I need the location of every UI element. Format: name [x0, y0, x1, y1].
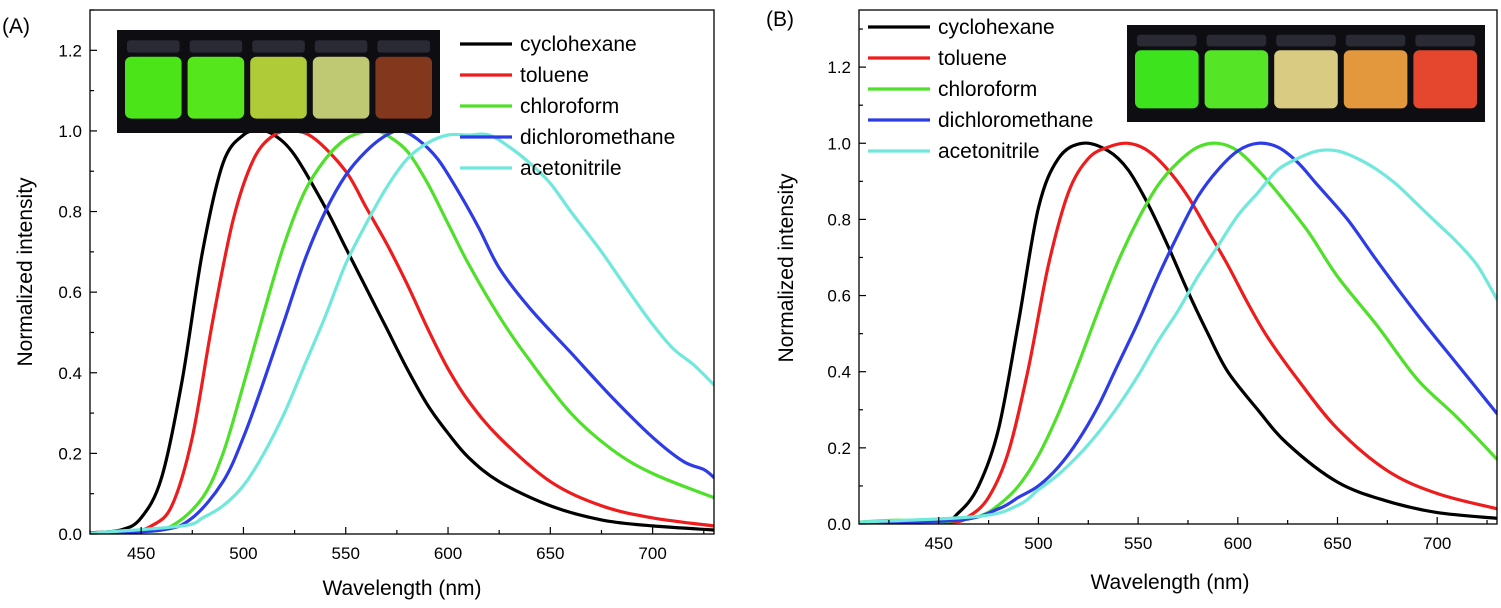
x-tick-label: 450 [127, 544, 155, 563]
legend-label-dichloromethane: dichloromethane [938, 109, 1093, 132]
y-axis-title: Normalized intensity [14, 177, 37, 367]
series-line-acetonitrile [859, 148, 1497, 524]
inset-vial-cap [252, 40, 305, 53]
y-tick-label: 0.0 [58, 525, 82, 544]
series-line-acetonitrile [90, 132, 714, 534]
y-tick-label: 0.4 [58, 364, 82, 383]
inset-vial-cap [127, 40, 180, 53]
series-line-chloroform [859, 141, 1497, 524]
legend-label-acetonitrile: acetonitrile [938, 140, 1040, 163]
series-line-dichloromethane [859, 141, 1497, 524]
series-line-toluene [859, 141, 1497, 524]
series-lines [90, 128, 714, 534]
legend-label-chloroform: chloroform [520, 95, 619, 118]
x-tick-label: 550 [332, 544, 360, 563]
inset-vial [187, 56, 245, 119]
panel-b: (B) 450 500 550 600 650 700 0.0 0.2 0.4 0.6 0.8 1.0 1… [766, 8, 1498, 594]
x-tick-label: 500 [229, 544, 257, 563]
legend-label-cyclohexane: cyclohexane [520, 33, 637, 56]
inset-vial-cap [1345, 34, 1406, 47]
x-tick-label: 450 [925, 534, 953, 553]
y-tick-label: 0.2 [827, 439, 851, 458]
x-tick-label: 700 [1423, 534, 1451, 553]
legend-label-cyclohexane: cyclohexane [938, 16, 1055, 39]
x-tick-label: 600 [1224, 534, 1252, 553]
series-line-toluene [90, 129, 714, 534]
legend-label-chloroform: chloroform [938, 78, 1037, 101]
plot-frame [89, 9, 715, 535]
y-tick-label: 0.8 [58, 203, 82, 222]
inset-vial-cap [1137, 34, 1197, 47]
panel-label: (B) [766, 8, 794, 31]
legend-label-dichloromethane: dichloromethane [520, 126, 675, 149]
panel-a: (A) 450 500 550 600 650 700 0.0 0.2 0.4 0.6 0.8 1.0 1… [2, 9, 715, 600]
legend-label-toluene: toluene [938, 47, 1007, 70]
y-tick-label: 0.0 [827, 515, 851, 534]
x-axis-title: Wavelength (nm) [322, 577, 481, 600]
y-tick-label: 1.2 [58, 41, 82, 60]
inset-vial [1413, 50, 1477, 109]
inset-vial [1274, 50, 1338, 109]
y-tick-label: 1.2 [827, 58, 851, 77]
x-tick-label: 650 [536, 544, 564, 563]
plot-frame [858, 9, 1498, 525]
inset-vials-photo [117, 30, 440, 133]
y-tick-label: 1.0 [58, 122, 82, 141]
series-line-cyclohexane [90, 129, 714, 534]
inset-vial-cap [314, 40, 368, 53]
legend-label-acetonitrile: acetonitrile [520, 157, 622, 180]
inset-vial [1135, 50, 1199, 109]
y-tick-label: 0.6 [827, 287, 851, 306]
x-tick-label: 500 [1024, 534, 1052, 553]
x-tick-label: 650 [1323, 534, 1351, 553]
x-tick-label: 700 [638, 544, 666, 563]
inset-vial [250, 56, 307, 119]
series-lines [859, 141, 1497, 524]
inset-vial-cap [1206, 34, 1267, 47]
inset-vials-photo [1127, 25, 1485, 122]
inset-vial [375, 56, 432, 119]
series-line-cyclohexane [859, 141, 1497, 524]
inset-vial-cap [377, 40, 430, 53]
inset-vial-cap [189, 40, 243, 53]
y-tick-label: 0.2 [58, 444, 82, 463]
legend-label-toluene: toluene [520, 64, 589, 87]
inset-vial [125, 56, 182, 119]
x-tick-label: 600 [434, 544, 462, 563]
inset-vial [1204, 50, 1269, 109]
y-tick-label: 0.4 [827, 363, 851, 382]
y-tick-label: 0.6 [58, 283, 82, 302]
inset-vial-cap [1415, 34, 1475, 47]
inset-vial-cap [1276, 34, 1336, 47]
inset-vial [1343, 50, 1408, 109]
y-axis-title: Normalized intensity [775, 173, 798, 363]
inset-vial [312, 56, 370, 119]
y-tick-label: 1.0 [827, 134, 851, 153]
y-tick-label: 0.8 [827, 210, 851, 229]
panel-label: (A) [2, 15, 30, 38]
x-tick-label: 550 [1124, 534, 1152, 553]
x-axis-title: Wavelength (nm) [1090, 571, 1249, 594]
